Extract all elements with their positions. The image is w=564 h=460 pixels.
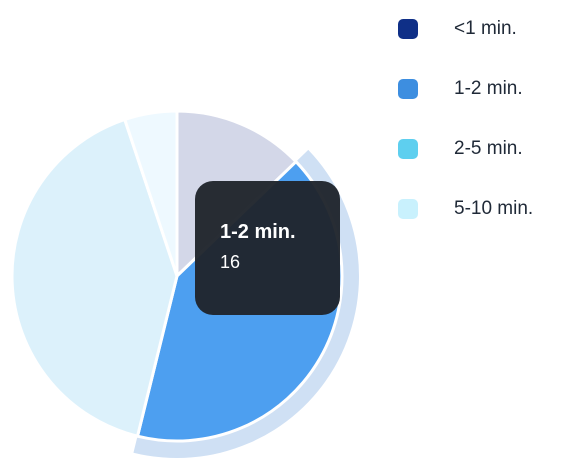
legend-label: 5-10 min. [454, 197, 534, 219]
legend-item-2-5[interactable]: 2-5 min. [398, 132, 533, 165]
pie-slice[interactable] [123, 109, 179, 278]
legend-swatch [398, 18, 418, 39]
legend-swatch [398, 198, 418, 219]
tooltip-value: 16 [220, 252, 241, 272]
legend-item-5-10[interactable]: 5-10 min. [398, 192, 533, 225]
legend-item-1-2[interactable]: 1-2 min. [398, 72, 533, 105]
legend-swatch [398, 78, 418, 99]
pie-slice[interactable] [10, 117, 179, 438]
legend-item-lt1[interactable]: <1 min. [398, 12, 533, 45]
legend-swatch [398, 138, 418, 159]
tooltip-title: 1-2 min. [220, 221, 296, 243]
tooltip: 1-2 min. 16 [195, 181, 340, 315]
legend-label: 1-2 min. [454, 77, 523, 99]
legend-label: 2-5 min. [454, 137, 523, 159]
legend: <1 min. 1-2 min. 2-5 min. 5-10 min. [398, 12, 533, 252]
legend-label: <1 min. [454, 17, 517, 39]
